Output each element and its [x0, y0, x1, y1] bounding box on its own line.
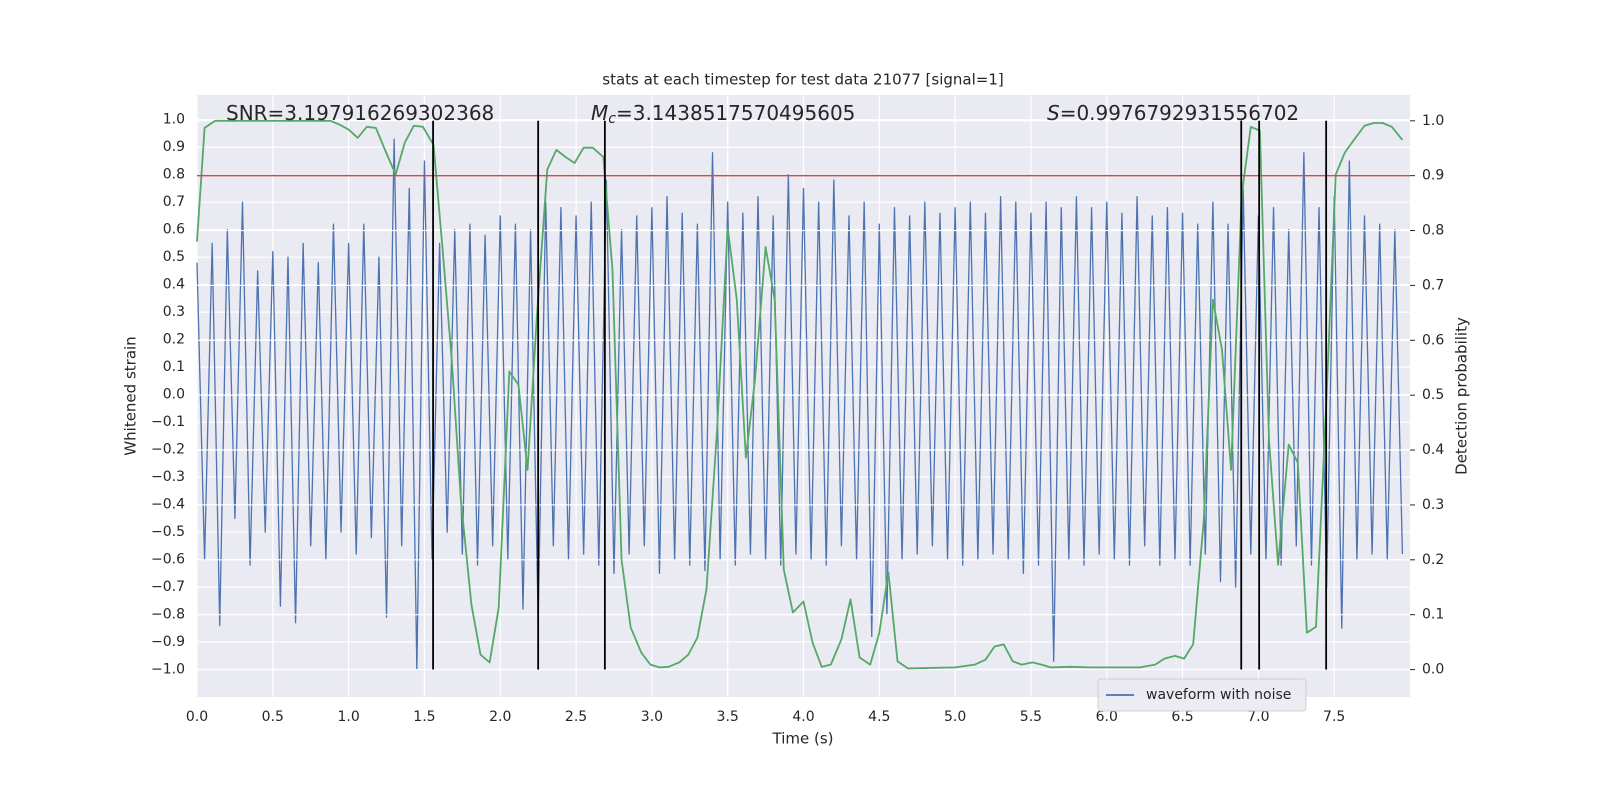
y-tick-label: 0.9 — [163, 139, 185, 155]
y-tick-label: −0.5 — [151, 524, 185, 540]
y2-tick-label: 0.3 — [1422, 497, 1444, 513]
y2-tick-label: 0.6 — [1422, 332, 1444, 348]
x-tick-label: 3.5 — [717, 709, 739, 725]
y2-tick-label: 0.4 — [1422, 442, 1444, 458]
y2-tick-label: 0.0 — [1422, 662, 1444, 678]
y-tick-label: −1.0 — [151, 662, 185, 678]
x-tick-label: 1.5 — [413, 709, 435, 725]
annotation-text: SNR=3.197916269302368 — [226, 101, 494, 125]
y-tick-label: −0.1 — [151, 414, 185, 430]
x-tick-label: 1.0 — [337, 709, 359, 725]
y-tick-label: 0.8 — [163, 167, 185, 183]
x-tick-label: 6.5 — [1171, 709, 1193, 725]
legend-label: waveform with noise — [1146, 687, 1291, 703]
x-tick-label: 0.0 — [186, 709, 208, 725]
y-tick-label: 0.5 — [163, 249, 185, 265]
annotation-symbol: S — [1047, 101, 1060, 125]
y2-tick-label: 0.7 — [1422, 277, 1444, 293]
y-tick-label: 0.1 — [163, 359, 185, 375]
y-tick-label: 0.2 — [163, 332, 185, 348]
y-tick-label: 0.3 — [163, 304, 185, 320]
y2-tick-label: 0.2 — [1422, 552, 1444, 568]
y-tick-label: 0.6 — [163, 222, 185, 238]
y-tick-label: −0.3 — [151, 469, 185, 485]
y-tick-label: −0.7 — [151, 579, 185, 595]
annotation: SNR=3.197916269302368 — [226, 101, 494, 125]
y-tick-label: −0.4 — [151, 497, 185, 513]
y2-tick-label: 0.5 — [1422, 387, 1444, 403]
x-tick-label: 7.0 — [1247, 709, 1269, 725]
line-series — [196, 119, 1404, 670]
line-series — [196, 138, 1404, 671]
y-tick-label: 0.7 — [163, 194, 185, 210]
x-tick-label: 6.0 — [1096, 709, 1118, 725]
annotation: Mc=3.1438517570495605 — [591, 101, 855, 128]
annotation-text: =3.1438517570495605 — [616, 101, 855, 125]
y-axis-label: Whitened strain — [122, 336, 140, 455]
y2-tick-label: 0.8 — [1422, 223, 1444, 239]
x-axis-label: Time (s) — [772, 730, 834, 748]
y2-axis-label: Detection probability — [1453, 317, 1471, 475]
legend-box — [1097, 678, 1307, 712]
y-tick-label: −0.9 — [151, 634, 185, 650]
annotation-subscript: c — [608, 111, 616, 127]
y2-tick-label: 1.0 — [1422, 113, 1444, 129]
y-tick-label: 0.0 — [163, 387, 185, 403]
x-tick-label: 7.5 — [1323, 709, 1345, 725]
chart-title: stats at each timestep for test data 210… — [602, 71, 1003, 89]
x-tick-label: 3.0 — [641, 709, 663, 725]
y-tick-label: −0.2 — [151, 442, 185, 458]
annotation-text: =0.9976792931556702 — [1060, 101, 1299, 125]
x-tick-label: 5.5 — [1020, 709, 1042, 725]
legend: waveform with noise — [1097, 678, 1307, 712]
x-tick-label: 0.5 — [262, 709, 284, 725]
y-tick-label: 1.0 — [163, 112, 185, 128]
x-tick-label: 4.5 — [868, 709, 890, 725]
y-tick-label: −0.8 — [151, 607, 185, 623]
y-tick-label: 0.4 — [163, 277, 185, 293]
y2-tick-label: 0.1 — [1422, 607, 1444, 623]
x-tick-label: 2.0 — [489, 709, 511, 725]
y2-tick-label: 0.9 — [1422, 168, 1444, 184]
annotation-symbol: M — [591, 101, 608, 125]
x-tick-label: 2.5 — [565, 709, 587, 725]
y-tick-label: −0.6 — [151, 552, 185, 568]
x-tick-label: 4.0 — [792, 709, 814, 725]
annotation: S=0.9976792931556702 — [1047, 101, 1299, 125]
x-tick-label: 5.0 — [944, 709, 966, 725]
